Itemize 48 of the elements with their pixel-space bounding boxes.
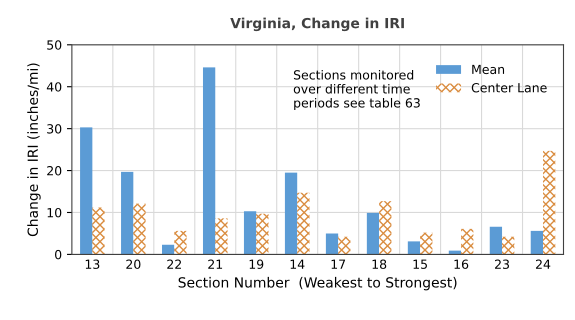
x-tick-label: 17	[332, 260, 346, 269]
bar	[92, 207, 105, 254]
bar	[338, 236, 350, 254]
x-tick-label: 19	[250, 259, 264, 269]
x-tick-label: 23	[495, 259, 509, 269]
y-tick-label: 0	[55, 250, 62, 260]
x-tick-label: 20	[126, 259, 140, 269]
bar	[366, 212, 380, 254]
bar	[244, 211, 256, 254]
y-tick-label: 50	[47, 40, 62, 50]
bar	[297, 192, 310, 254]
bar	[408, 241, 420, 254]
bar	[162, 244, 174, 254]
legend-label: Center Lane	[472, 83, 547, 92]
bar	[420, 232, 432, 254]
y-tick-label: 10	[48, 208, 62, 218]
bar	[133, 204, 146, 254]
bar	[448, 250, 462, 254]
bar	[490, 226, 502, 254]
bar	[543, 150, 556, 254]
x-tick-label: 15	[414, 260, 427, 269]
x-tick-label: 22	[167, 259, 181, 269]
y-tick-label: 20	[47, 166, 62, 176]
x-tick-label: 21	[208, 259, 222, 269]
x-axis-title: Section Number (Weakest to Strongest)	[178, 276, 456, 290]
bar	[174, 230, 187, 254]
bar	[502, 236, 514, 254]
bar	[80, 127, 92, 254]
bar	[284, 172, 298, 254]
legend-label: Mean	[472, 64, 504, 74]
bar	[530, 230, 544, 254]
x-tick-label: 18	[372, 259, 386, 269]
x-tick-label: 16	[454, 259, 468, 269]
bar	[215, 218, 228, 254]
bar	[202, 67, 216, 254]
bar	[461, 228, 474, 254]
bar	[121, 172, 134, 254]
y-tick-label: 40	[46, 82, 62, 92]
bar	[379, 201, 392, 254]
x-tick-label: 24	[536, 259, 550, 269]
annotation: Sections monitored over different time periods see table 63	[294, 70, 420, 110]
x-tick-label: 13	[86, 259, 100, 269]
y-axis-title: Change in IRI (inches/mi)	[27, 63, 41, 236]
x-tick-label: 14	[290, 260, 304, 269]
chart-title: Virginia, Change in IRI	[230, 18, 404, 32]
y-tick-label: 30	[47, 124, 62, 134]
bar	[326, 233, 338, 254]
bar	[256, 214, 269, 254]
